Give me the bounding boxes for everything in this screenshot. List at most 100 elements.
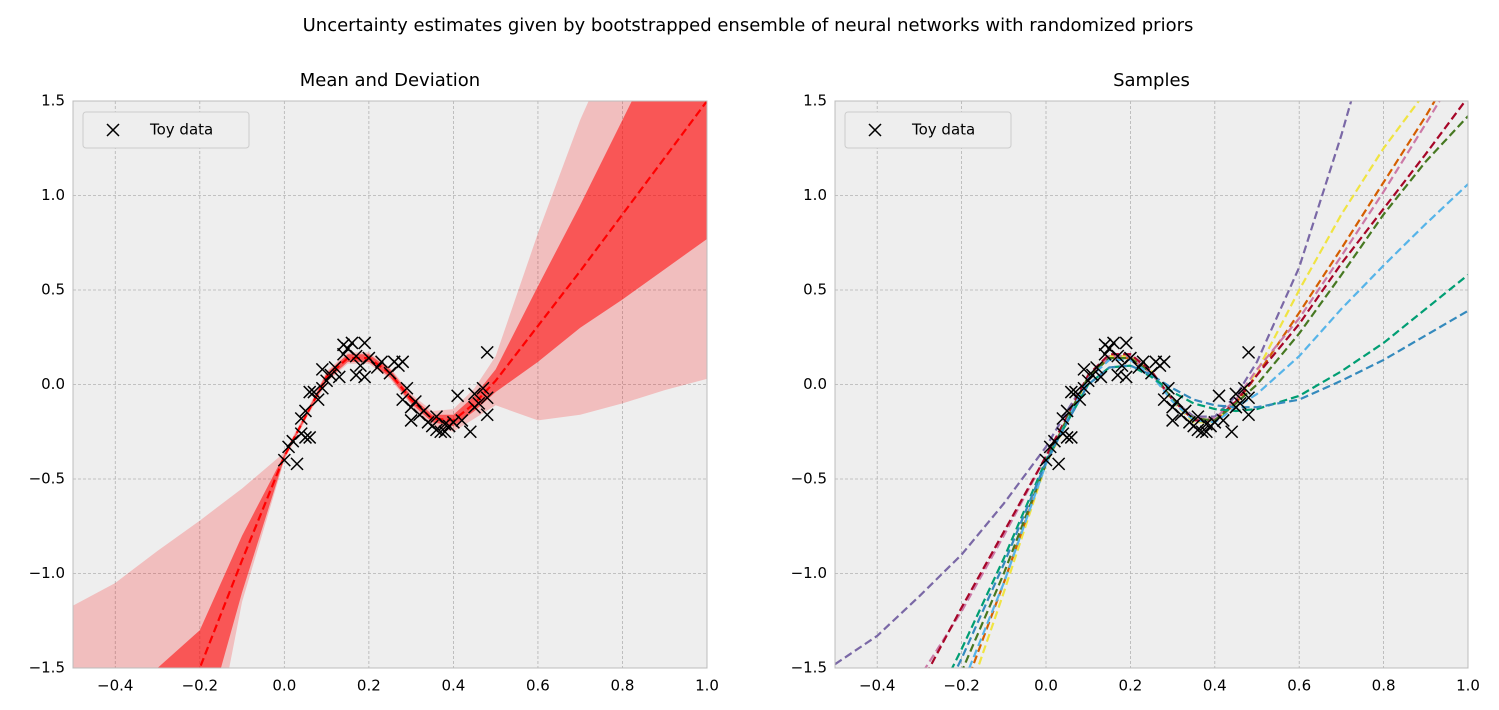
y-tick-label: −1.5 (29, 659, 65, 677)
data-point (375, 355, 389, 369)
data-point (303, 430, 317, 444)
data-point (1212, 389, 1226, 403)
legend: Toy data (82, 111, 250, 149)
y-tick-label: 0.0 (803, 375, 827, 393)
x-tick-label: 1.0 (1456, 677, 1480, 695)
y-tick-label: 0.5 (803, 281, 827, 299)
data-point (1132, 360, 1146, 375)
data-point (429, 423, 444, 437)
uncertainty-band (73, 101, 707, 668)
y-tick-label: 0.0 (41, 375, 65, 393)
legend-label: Toy data (911, 121, 975, 139)
line (950, 274, 1468, 668)
data-point (1216, 413, 1230, 427)
data-point (1043, 440, 1057, 454)
data-point (451, 389, 465, 403)
data-point (311, 393, 325, 407)
data-point (1119, 336, 1133, 350)
data-point (446, 415, 460, 429)
data-point (349, 349, 363, 363)
data-point (1052, 457, 1066, 471)
data-point (463, 425, 477, 439)
data-point (358, 336, 372, 350)
data-point (294, 411, 308, 426)
legend-label: Toy data (149, 121, 213, 139)
data-point (307, 385, 321, 399)
data-point (349, 368, 363, 382)
data-point (320, 374, 334, 388)
data-point (290, 457, 304, 471)
data-point (1242, 391, 1256, 405)
y-tick-label: −0.5 (29, 470, 65, 488)
y-tick-label: 0.5 (41, 281, 65, 299)
data-point (1229, 387, 1243, 401)
data-point (1208, 415, 1222, 429)
y-tick-label: 1.5 (803, 92, 827, 110)
data-point (1191, 423, 1205, 437)
data-point (480, 408, 494, 422)
data-point (1094, 370, 1108, 384)
y-tick-label: 1.0 (41, 186, 65, 204)
data-point (1237, 381, 1251, 395)
x-tick-label: 0.4 (1203, 677, 1227, 695)
x-tick-label: 0.0 (272, 677, 296, 695)
x-tick-label: 0.2 (357, 677, 381, 695)
x-tick-label: 0.8 (1372, 677, 1396, 695)
data-point (324, 368, 338, 382)
y-tick-label: −1.0 (791, 564, 827, 582)
data-point (277, 453, 291, 467)
data-point (282, 440, 296, 454)
x-tick-label: 0.0 (1034, 677, 1058, 695)
data-point (1085, 368, 1099, 382)
data-point (370, 360, 384, 375)
data-point (1111, 349, 1125, 363)
data-point (1242, 345, 1256, 359)
data-point (345, 336, 359, 350)
data-point (298, 430, 312, 444)
data-point (358, 370, 372, 384)
data-point (417, 404, 431, 418)
data-point (1157, 355, 1171, 369)
data-point (1242, 408, 1256, 422)
data-point (315, 381, 329, 395)
data-point (1064, 430, 1078, 444)
x-tick-label: 0.6 (1287, 677, 1311, 695)
data-point (336, 347, 351, 361)
data-point (1178, 404, 1192, 418)
data-point (1166, 413, 1180, 427)
x-tick-label: 0.4 (441, 677, 465, 695)
data-point (1060, 430, 1074, 444)
data-point (1039, 453, 1053, 467)
x-tick-label: 1.0 (695, 677, 719, 695)
data-point (1136, 355, 1150, 369)
uncertainty-band (157, 101, 707, 668)
legend-box (844, 111, 1012, 149)
data-point (1225, 425, 1239, 439)
axes-frame (834, 100, 1469, 669)
y-tick-label: −0.5 (791, 470, 827, 488)
data-point (480, 345, 494, 359)
x-tick-label: 0.8 (611, 677, 635, 695)
data-point (1161, 381, 1175, 395)
data-point (1233, 396, 1247, 410)
line (955, 309, 1468, 668)
data-point (1069, 385, 1083, 399)
data-point (1106, 336, 1121, 350)
data-point (1081, 374, 1095, 388)
data-point (1119, 370, 1133, 384)
data-point (1060, 404, 1074, 418)
x-tick-label: 0.6 (526, 677, 550, 695)
data-point (1111, 368, 1125, 382)
x-tick-label: −0.2 (182, 677, 218, 695)
data-point (1056, 411, 1070, 426)
x-tick-label: −0.2 (943, 677, 979, 695)
data-point (480, 391, 494, 405)
data-point (400, 381, 414, 395)
data-point (472, 396, 486, 410)
legend: Toy data (844, 111, 1012, 149)
x-tick-label: −0.4 (97, 677, 133, 695)
data-point (468, 387, 482, 401)
line (976, 101, 1421, 668)
